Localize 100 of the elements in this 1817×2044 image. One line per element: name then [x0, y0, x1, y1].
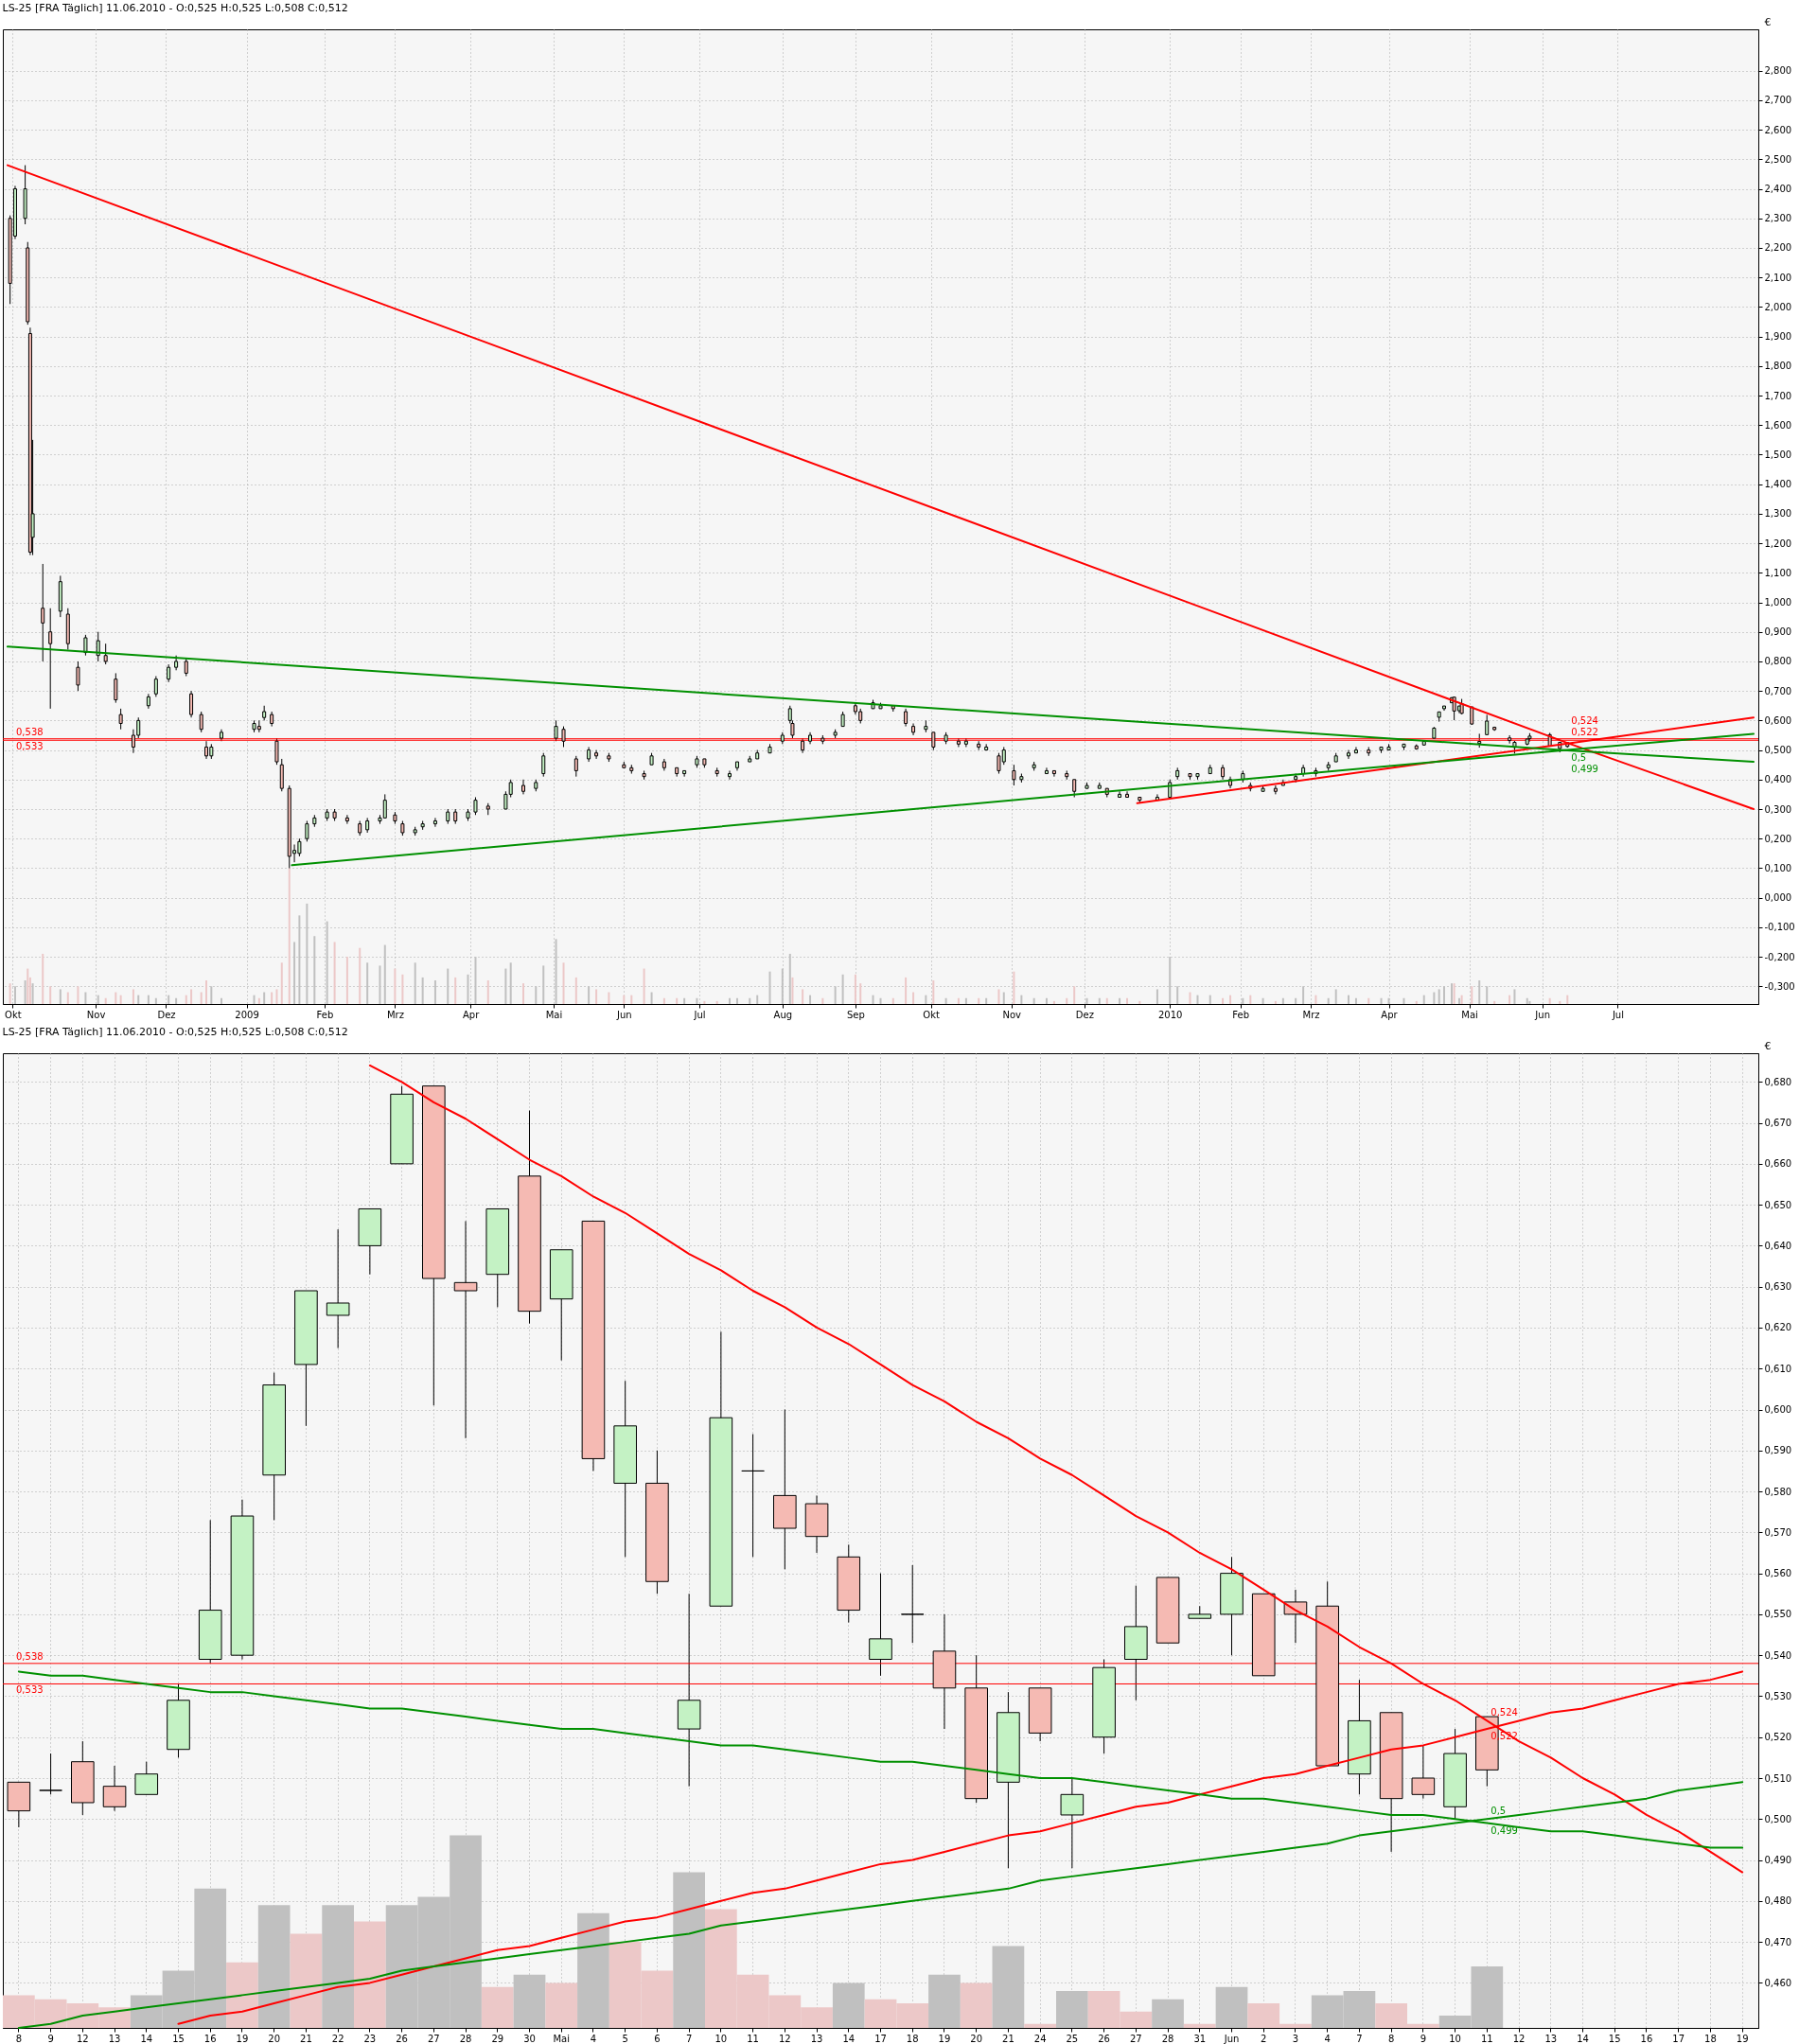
data-label: 0,499: [1491, 1824, 1518, 1836]
data-label: 0,5: [1491, 1806, 1507, 1817]
x-tick-label: 26: [396, 2033, 408, 2044]
x-tick-label: Mai: [1461, 1009, 1478, 1020]
y-tick-label: 0,800: [1764, 656, 1792, 667]
x-tick-label: 9: [47, 2033, 54, 2044]
y-tick-label: -0,100: [1764, 922, 1795, 933]
y-tick-label: 2,200: [1764, 242, 1792, 254]
x-tick-label: 15: [1608, 2033, 1621, 2044]
x-tick-label: 7: [1356, 2033, 1363, 2044]
y-tick-label: 0,610: [1764, 1363, 1792, 1374]
y-tick-label: 0,600: [1764, 1404, 1792, 1416]
x-tick-label: 4: [1324, 2033, 1331, 2044]
data-label: 0,5: [1571, 751, 1587, 763]
y-tick-label: 2,400: [1764, 184, 1792, 195]
y-tick-label: 0,600: [1764, 714, 1792, 726]
x-tick-label: Mrz: [1302, 1009, 1320, 1020]
x-tick-label: 13: [1544, 2033, 1558, 2044]
x-tick-label: Aug: [773, 1009, 793, 1020]
y-tick-label: 0,700: [1764, 685, 1792, 696]
x-tick-label: 23: [363, 2033, 377, 2044]
y-tick-label: 1,600: [1764, 419, 1792, 431]
y-tick-label: 0,100: [1764, 862, 1792, 873]
x-tick-label: 11: [747, 2033, 759, 2044]
x-tick-label: 28: [459, 2033, 472, 2044]
y-axis-title: €: [1764, 15, 1772, 28]
y-tick-label: 2,100: [1764, 272, 1792, 283]
x-tick-label: 7: [685, 2033, 693, 2044]
y-tick-label: -0,200: [1764, 951, 1795, 962]
y-tick-label: 0,530: [1764, 1690, 1792, 1701]
x-tick-label: 26: [1098, 2033, 1110, 2044]
ref-line-label: 0,538: [16, 726, 44, 737]
x-tick-label: 22: [331, 2033, 344, 2044]
x-tick-label: 2: [1261, 2033, 1267, 2044]
x-tick-label: Mai: [545, 1009, 563, 1020]
data-label: 0,524: [1491, 1707, 1518, 1718]
x-tick-label: 5: [622, 2033, 628, 2044]
x-tick-label: 20: [268, 2033, 281, 2044]
y-tick-label: 1,500: [1764, 449, 1792, 460]
y-tick-label: 0,200: [1764, 833, 1792, 844]
y-tick-label: 1,200: [1764, 537, 1792, 549]
x-tick-label: Okt: [5, 1009, 22, 1020]
y-tick-label: 1,700: [1764, 390, 1792, 401]
x-tick-label: 2010: [1158, 1009, 1183, 1020]
x-tick-label: 15: [172, 2033, 185, 2044]
x-tick-label: 11: [1480, 2033, 1493, 2044]
x-tick-label: 12: [778, 2033, 791, 2044]
x-tick-label: 14: [842, 2033, 856, 2044]
y-tick-label: 0,300: [1764, 803, 1792, 815]
x-tick-label: 31: [1193, 2033, 1207, 2044]
x-tick-label: 27: [427, 2033, 440, 2044]
y-tick-label: 1,300: [1764, 508, 1792, 520]
x-tick-label: Jul: [1611, 1009, 1624, 1020]
y-tick-label: 0,470: [1764, 1936, 1792, 1947]
y-tick-label: 0,490: [1764, 1855, 1792, 1866]
y-tick-label: 0,460: [1764, 1977, 1792, 1988]
x-tick-label: 30: [523, 2033, 536, 2044]
x-tick-label: Nov: [1002, 1009, 1022, 1020]
y-tick-label: 2,300: [1764, 213, 1792, 224]
x-tick-label: Jul: [693, 1009, 706, 1020]
x-tick-label: 12: [1512, 2033, 1526, 2044]
x-tick-label: 14: [1577, 2033, 1589, 2044]
y-tick-label: 1,100: [1764, 567, 1792, 578]
y-tick-label: 2,500: [1764, 153, 1792, 165]
y-tick-label: 0,520: [1764, 1732, 1792, 1743]
x-tick-label: Jun: [616, 1009, 632, 1020]
y-tick-label: 2,700: [1764, 95, 1792, 106]
x-tick-label: 19: [1736, 2033, 1749, 2044]
x-tick-label: 18: [1704, 2033, 1717, 2044]
y-tick-label: 1,900: [1764, 331, 1792, 343]
y-tick-label: 0,570: [1764, 1526, 1792, 1538]
x-tick-label: 8: [1387, 2033, 1395, 2044]
x-tick-label: 19: [938, 2033, 951, 2044]
x-tick-label: Sep: [846, 1009, 865, 1020]
x-tick-label: Jun: [1223, 2033, 1240, 2044]
x-tick-label: Apr: [463, 1009, 481, 1020]
x-tick-label: Mai: [553, 2033, 570, 2044]
chart-title: LS-25 [FRA Täglich] 11.06.2010 - O:0,525 H:0,525 L:0,508 C:0,512: [2, 1026, 348, 1038]
x-tick-label: Dez: [1075, 1009, 1094, 1020]
y-tick-label: 0,630: [1764, 1281, 1792, 1293]
data-label: 0,522: [1571, 726, 1598, 737]
x-tick-label: 19: [236, 2033, 249, 2044]
x-tick-label: 18: [906, 2033, 919, 2044]
y-tick-label: 0,550: [1764, 1609, 1792, 1620]
x-tick-label: 6: [654, 2033, 661, 2044]
x-tick-label: 4: [590, 2033, 597, 2044]
x-tick-label: 28: [1161, 2033, 1174, 2044]
x-tick-label: Apr: [1381, 1009, 1399, 1020]
x-tick-label: Jun: [1534, 1009, 1550, 1020]
x-tick-label: 8: [15, 2033, 23, 2044]
x-tick-label: 10: [1449, 2033, 1461, 2044]
y-tick-label: 1,000: [1764, 597, 1792, 608]
x-tick-label: 10: [714, 2033, 728, 2044]
x-tick-label: 17: [1672, 2033, 1685, 2044]
y-tick-label: 2,000: [1764, 301, 1792, 312]
y-axis-title: €: [1764, 1039, 1772, 1052]
y-tick-label: 0,500: [1764, 1813, 1792, 1824]
y-tick-label: 0,590: [1764, 1445, 1792, 1456]
x-tick-label: 16: [1640, 2033, 1653, 2044]
y-tick-label: 0,620: [1764, 1322, 1792, 1333]
